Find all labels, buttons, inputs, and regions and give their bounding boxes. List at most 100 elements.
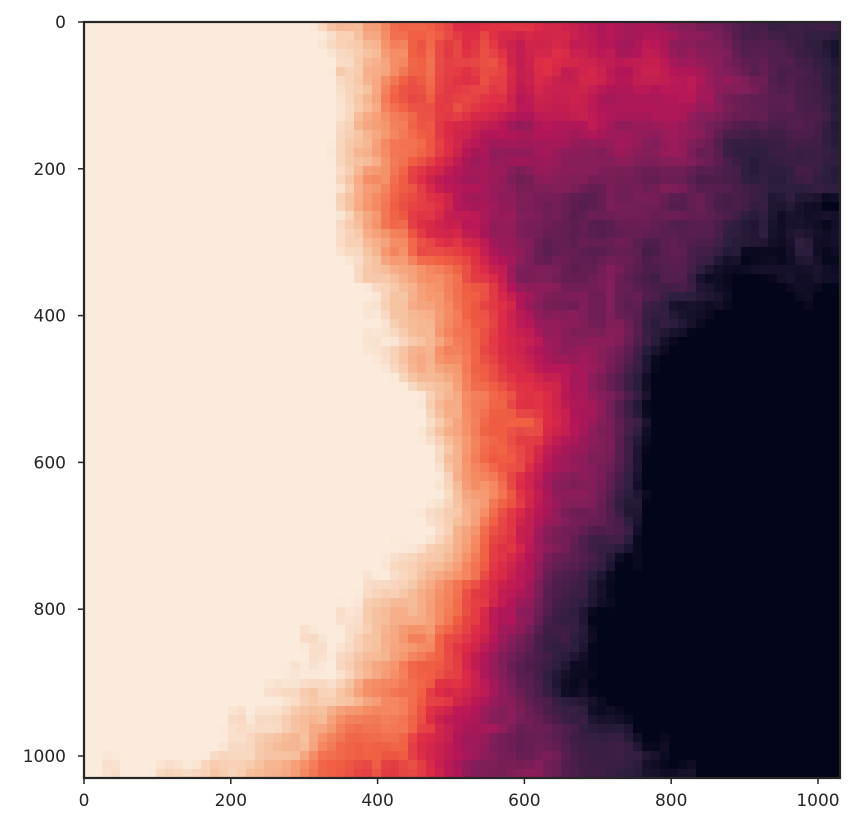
heatmap-cell — [183, 517, 193, 527]
heatmap-cell — [309, 265, 319, 275]
heatmap-cell — [102, 193, 112, 203]
heatmap-cell — [426, 535, 436, 545]
heatmap-cell — [399, 508, 409, 518]
heatmap-cell — [381, 238, 391, 248]
heatmap-cell — [291, 445, 301, 455]
heatmap-cell — [543, 121, 553, 131]
heatmap-cell — [768, 157, 778, 167]
heatmap-cell — [84, 238, 94, 248]
heatmap-cell — [426, 364, 436, 374]
heatmap-cell — [228, 409, 238, 419]
heatmap-cell — [111, 499, 121, 509]
heatmap-cell — [408, 22, 418, 32]
heatmap-cell — [255, 310, 265, 320]
heatmap-cell — [84, 373, 94, 383]
heatmap-cell — [489, 40, 499, 50]
heatmap-cell — [669, 346, 679, 356]
heatmap-cell — [354, 193, 364, 203]
heatmap-cell — [624, 85, 634, 95]
heatmap-cell — [219, 139, 229, 149]
heatmap-cell — [237, 499, 247, 509]
heatmap-cell — [624, 148, 634, 158]
heatmap-cell — [120, 76, 130, 86]
heatmap-cell — [669, 22, 679, 32]
heatmap-cell — [543, 148, 553, 158]
heatmap-cell — [291, 337, 301, 347]
heatmap-cell — [534, 85, 544, 95]
heatmap-cell — [453, 40, 463, 50]
heatmap-cell — [426, 400, 436, 410]
heatmap-cell — [273, 76, 283, 86]
heatmap-cell — [165, 121, 175, 131]
heatmap-cell — [498, 445, 508, 455]
heatmap-cell — [633, 121, 643, 131]
heatmap-cell — [273, 301, 283, 311]
heatmap-cell — [642, 139, 652, 149]
heatmap-cell — [489, 220, 499, 230]
heatmap-cell — [462, 508, 472, 518]
heatmap-cell — [390, 355, 400, 365]
heatmap-cell — [327, 499, 337, 509]
heatmap-cell — [507, 427, 517, 437]
heatmap-cell — [687, 265, 697, 275]
heatmap-cell — [489, 472, 499, 482]
heatmap-cell — [552, 184, 562, 194]
heatmap-cell — [264, 472, 274, 482]
heatmap-cell — [246, 409, 256, 419]
heatmap-cell — [327, 238, 337, 248]
heatmap-cell — [183, 130, 193, 140]
heatmap-cell — [156, 157, 166, 167]
heatmap-cell — [336, 409, 346, 419]
heatmap-cell — [201, 202, 211, 212]
heatmap-cell — [606, 400, 616, 410]
heatmap-cell — [426, 526, 436, 536]
heatmap-cell — [309, 238, 319, 248]
heatmap-cell — [624, 526, 634, 536]
heatmap-cell — [264, 166, 274, 176]
heatmap-cell — [642, 391, 652, 401]
heatmap-cell — [138, 184, 148, 194]
heatmap-cell — [264, 139, 274, 149]
heatmap-cell — [120, 229, 130, 239]
heatmap-cell — [741, 85, 751, 95]
heatmap-cell — [264, 175, 274, 185]
heatmap-cell — [120, 283, 130, 293]
heatmap-cell — [354, 229, 364, 239]
heatmap-cell — [480, 544, 490, 554]
heatmap-cell — [534, 499, 544, 509]
heatmap-cell — [417, 526, 427, 536]
heatmap-cell — [138, 373, 148, 383]
heatmap-cell — [615, 526, 625, 536]
heatmap-cell — [318, 499, 328, 509]
heatmap-cell — [588, 40, 598, 50]
heatmap-cell — [183, 49, 193, 59]
heatmap-cell — [309, 274, 319, 284]
heatmap-cell — [255, 535, 265, 545]
heatmap-cell — [777, 499, 787, 509]
heatmap-cell — [498, 364, 508, 374]
heatmap-cell — [372, 481, 382, 491]
heatmap-cell — [633, 301, 643, 311]
heatmap-cell — [741, 391, 751, 401]
heatmap-cell — [192, 382, 202, 392]
heatmap-cell — [660, 391, 670, 401]
heatmap-cell — [588, 490, 598, 500]
heatmap-cell — [381, 130, 391, 140]
heatmap-cell — [561, 535, 571, 545]
heatmap-cell — [372, 31, 382, 41]
heatmap-cell — [426, 544, 436, 554]
heatmap-cell — [246, 247, 256, 257]
heatmap-cell — [489, 274, 499, 284]
heatmap-cell — [237, 148, 247, 158]
heatmap-cell — [327, 157, 337, 167]
heatmap-cell — [147, 229, 157, 239]
heatmap-cell — [651, 265, 661, 275]
heatmap-cell — [804, 436, 814, 446]
heatmap-cell — [327, 112, 337, 122]
heatmap-cell — [624, 229, 634, 239]
heatmap-cell — [228, 391, 238, 401]
heatmap-cell — [363, 31, 373, 41]
heatmap-cell — [723, 292, 733, 302]
heatmap-cell — [633, 238, 643, 248]
heatmap-cell — [786, 526, 796, 536]
